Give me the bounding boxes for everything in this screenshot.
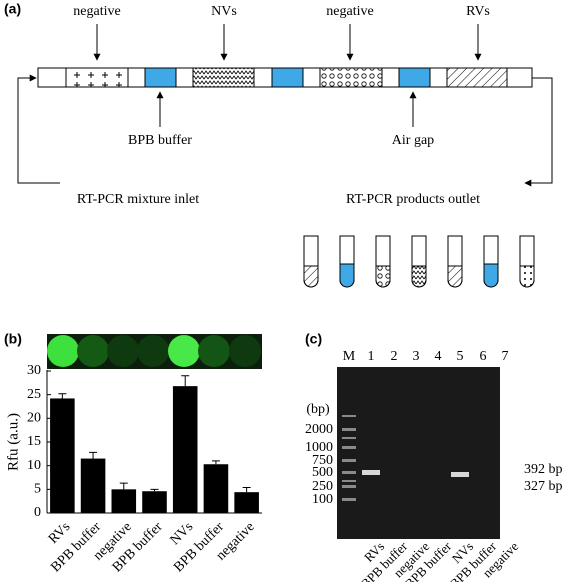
bar: [142, 491, 167, 513]
top-label: negative: [73, 4, 120, 19]
lane-label: 6: [480, 349, 487, 364]
marker-size: 750: [312, 453, 333, 468]
fluorescence-spots: [47, 335, 261, 367]
panel-label: (c): [305, 331, 322, 347]
inlet-label: RT-PCR mixture inlet: [77, 192, 199, 207]
outlet-arrow: [524, 77, 553, 187]
bar: [172, 386, 198, 513]
lane-label: 7: [502, 349, 509, 364]
bar: [50, 398, 75, 513]
lane-label: 3: [413, 349, 420, 364]
error-bar: [181, 375, 190, 387]
segment: [398, 67, 431, 88]
lane-label: 2: [391, 349, 398, 364]
bar: [234, 492, 259, 513]
inlet-arrow: [17, 74, 60, 184]
segment: [446, 67, 508, 88]
y-tick-label: 5: [34, 482, 41, 497]
top-label: NVs: [211, 4, 237, 19]
panel-c: (c) (bp) 392 bp 327 bp M 1 2 3 4 5 6 7 2000 10007…: [305, 331, 563, 582]
error-bar: [58, 393, 67, 399]
y-tick-label: 25: [27, 387, 41, 402]
lane-label: 5: [457, 349, 464, 364]
lane-label: 4: [435, 349, 442, 364]
bar: [111, 489, 137, 513]
bar: [80, 458, 106, 513]
segment: [271, 67, 304, 88]
gel-band: [451, 472, 469, 477]
band-size: 392 bp: [524, 462, 563, 477]
ladder: [342, 415, 356, 501]
bottom-label: BPB buffer: [128, 133, 192, 148]
y-tick-label: 30: [27, 363, 41, 378]
marker-size: 250: [312, 479, 333, 494]
band-size: 327 bp: [524, 479, 563, 494]
top-label: negative: [326, 4, 373, 19]
panel-a: (a) negative NVs negative RVs BPB buffer…: [4, 1, 553, 288]
y-tick-label: 20: [27, 411, 41, 426]
marker-size: 1000: [305, 440, 333, 455]
segment: [144, 67, 177, 88]
y-axis-label: Rfu (a.u.): [5, 413, 21, 471]
error-bar: [150, 488, 159, 492]
lane-label: M: [343, 349, 356, 364]
bar: [203, 464, 229, 513]
error-bar: [119, 482, 128, 490]
y-tick-label: 0: [34, 505, 41, 520]
error-bar: [89, 451, 98, 459]
marker-size: 500: [312, 465, 333, 480]
error-bar: [242, 486, 251, 493]
gel-band: [362, 470, 380, 475]
top-label: RVs: [466, 4, 490, 19]
bottom-label: Air gap: [392, 133, 434, 148]
y-tick-label: 15: [27, 434, 41, 449]
panel-label: (a): [4, 1, 21, 17]
marker-size: 100: [312, 492, 333, 507]
segment: [65, 67, 129, 88]
outlet-label: RT-PCR products outlet: [346, 192, 480, 207]
panel-label: (b): [4, 331, 22, 347]
error-bar: [211, 460, 220, 465]
segment: [319, 67, 383, 88]
tubes: [303, 235, 535, 288]
gel: [337, 367, 500, 539]
size-unit: (bp): [306, 402, 330, 417]
lane-label: 1: [368, 349, 375, 364]
segment: [192, 67, 255, 88]
marker-size: 2000: [305, 422, 333, 437]
y-tick-label: 10: [27, 458, 41, 473]
